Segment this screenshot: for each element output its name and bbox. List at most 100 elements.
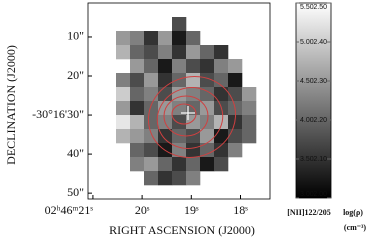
cell bbox=[144, 59, 159, 74]
cell bbox=[116, 129, 131, 144]
colorbar2-tick-label: 5.00 bbox=[300, 39, 314, 46]
colorbar-tick-label: 2.00 bbox=[313, 191, 327, 198]
cell bbox=[200, 73, 215, 88]
colorbar2-unit: (cm⁻³) bbox=[344, 223, 367, 232]
cell bbox=[214, 157, 229, 172]
colorbar2-tick-label: 4.00 bbox=[300, 117, 314, 124]
x-tick-label: 18ˢ bbox=[233, 203, 248, 217]
cell bbox=[172, 45, 187, 60]
cell bbox=[186, 45, 201, 60]
cell bbox=[172, 171, 187, 186]
cell bbox=[130, 129, 145, 144]
cell bbox=[116, 101, 131, 116]
cell bbox=[158, 129, 173, 144]
cell bbox=[200, 59, 215, 74]
cell bbox=[130, 101, 145, 116]
cell bbox=[200, 45, 215, 60]
x-tick-label: 02ʰ46ᵐ21ˢ bbox=[45, 203, 94, 217]
cell bbox=[172, 101, 187, 116]
cell bbox=[172, 129, 187, 144]
cell bbox=[130, 73, 145, 88]
cell bbox=[144, 171, 159, 186]
y-tick-label: 20" bbox=[67, 68, 84, 82]
colorbar2-tick-label: 3.00 bbox=[300, 191, 314, 198]
cell bbox=[144, 115, 159, 130]
cell bbox=[200, 143, 215, 158]
cell bbox=[130, 31, 145, 46]
cell bbox=[214, 143, 229, 158]
cell bbox=[158, 157, 173, 172]
cell bbox=[172, 157, 187, 172]
x-tick-label: 19ˢ bbox=[184, 203, 199, 217]
contours bbox=[147, 76, 237, 158]
cell bbox=[186, 87, 201, 102]
cell bbox=[214, 59, 229, 74]
cell bbox=[186, 31, 201, 46]
cell bbox=[158, 87, 173, 102]
y-tick-label: -30°16'30" bbox=[32, 107, 84, 121]
cell bbox=[214, 129, 229, 144]
cell bbox=[144, 101, 159, 116]
cell bbox=[172, 31, 187, 46]
y-tick-label: 50" bbox=[67, 185, 84, 199]
cell bbox=[200, 87, 215, 102]
colorbar2-tick-label: 5.50 bbox=[300, 4, 314, 11]
cell bbox=[130, 143, 145, 158]
colorbar-tick-label: 2.50 bbox=[313, 4, 327, 11]
cell bbox=[200, 157, 215, 172]
cell bbox=[144, 143, 159, 158]
cell bbox=[144, 31, 159, 46]
cell bbox=[172, 115, 187, 130]
cell bbox=[130, 45, 145, 60]
cell bbox=[242, 101, 257, 116]
cell bbox=[186, 143, 201, 158]
cell bbox=[214, 115, 229, 130]
cell bbox=[116, 73, 131, 88]
cell bbox=[200, 101, 215, 116]
cell bbox=[116, 45, 131, 60]
cell bbox=[228, 59, 243, 74]
colorbar2-label: log(ρ) bbox=[343, 208, 363, 217]
colorbar bbox=[295, 2, 332, 199]
cell bbox=[186, 59, 201, 74]
cell bbox=[186, 73, 201, 88]
cell bbox=[158, 59, 173, 74]
colorbar-tick-label: 2.10 bbox=[313, 156, 327, 163]
cell bbox=[172, 143, 187, 158]
colorbar2-tick-label: 3.50 bbox=[300, 156, 314, 163]
cell bbox=[214, 87, 229, 102]
center-cross bbox=[181, 106, 195, 120]
cell bbox=[130, 59, 145, 74]
cell bbox=[130, 87, 145, 102]
cell bbox=[130, 157, 145, 172]
colorbar-tick-label: 2.30 bbox=[313, 78, 327, 85]
cell bbox=[228, 87, 243, 102]
cell bbox=[242, 87, 257, 102]
cell bbox=[186, 157, 201, 172]
cell bbox=[116, 87, 131, 102]
colorbar-label: [NII]122/205 bbox=[287, 208, 331, 217]
cell bbox=[172, 73, 187, 88]
y-axis-title: DECLINATION (J2000) bbox=[4, 45, 18, 165]
y-tick-label: 40" bbox=[67, 146, 84, 160]
cell bbox=[186, 115, 201, 130]
cell bbox=[172, 17, 187, 32]
cell bbox=[116, 31, 131, 46]
cell bbox=[116, 115, 131, 130]
x-axis-title: RIGHT ASCENSION (J2000) bbox=[109, 223, 255, 237]
cell bbox=[228, 73, 243, 88]
cell bbox=[144, 157, 159, 172]
colorbar-tick-label: 2.40 bbox=[313, 39, 327, 46]
cell bbox=[158, 45, 173, 60]
cell bbox=[144, 87, 159, 102]
cell bbox=[158, 31, 173, 46]
cell bbox=[214, 73, 229, 88]
cell bbox=[186, 129, 201, 144]
cell bbox=[172, 59, 187, 74]
colorbar2-tick-label: 4.50 bbox=[300, 78, 314, 85]
cell bbox=[186, 171, 201, 186]
cell bbox=[144, 73, 159, 88]
y-tick-label: 10" bbox=[67, 29, 84, 43]
cell bbox=[242, 115, 257, 130]
cell bbox=[228, 143, 243, 158]
